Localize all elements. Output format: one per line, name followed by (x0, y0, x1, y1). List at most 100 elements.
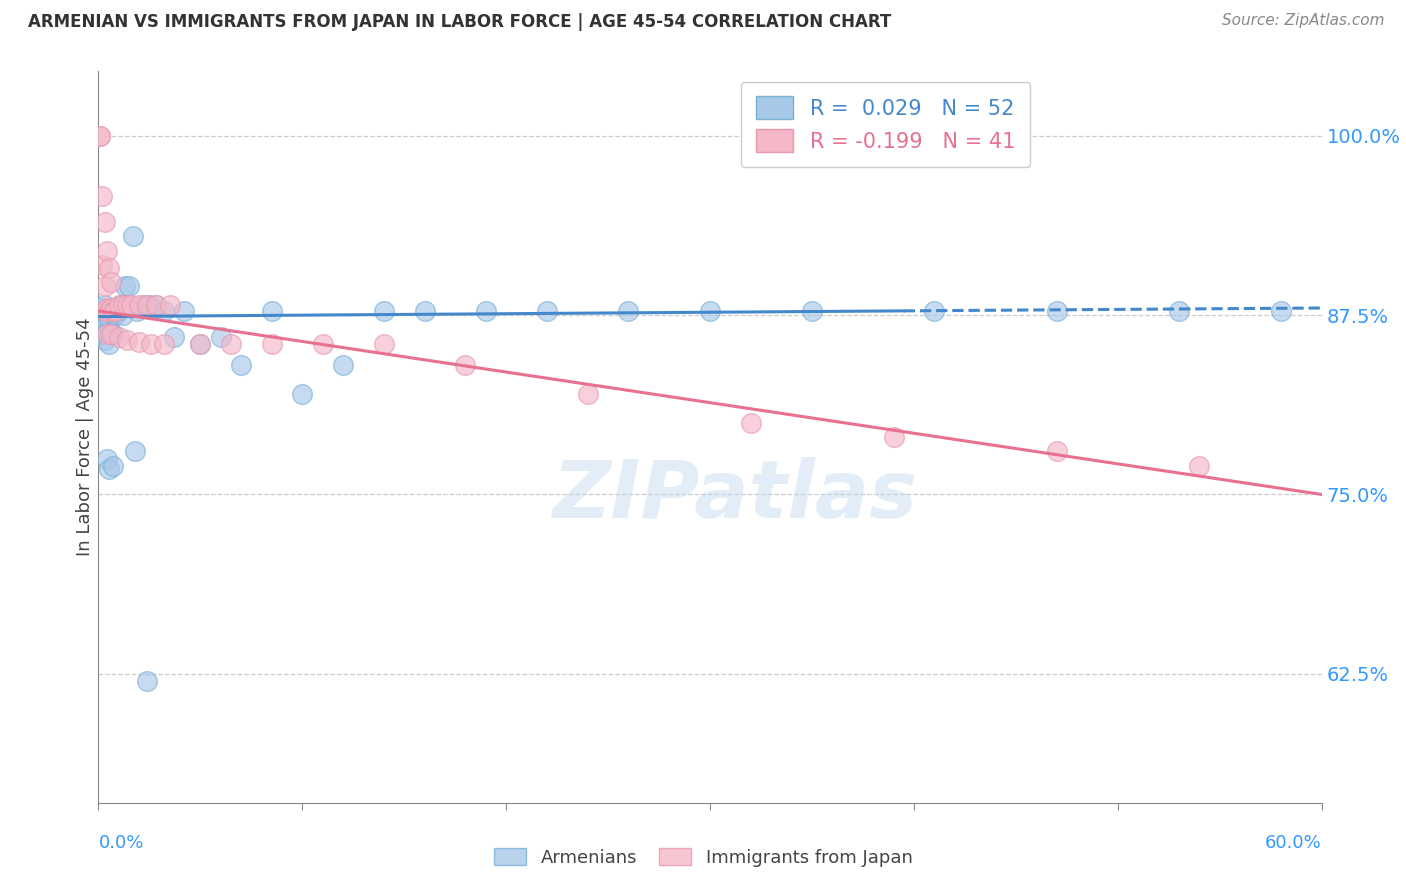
Point (740, 416, 762, 430)
Point (91, 189, 114, 203)
Point (145, 298, 167, 312)
Point (291, 387, 314, 401)
Point (96, 326, 118, 340)
Point (96, 451, 118, 466)
Point (188, 336, 212, 351)
Point (101, 304, 124, 318)
Point (128, 335, 150, 350)
Point (104, 308, 127, 322)
Point (373, 304, 395, 318)
Point (118, 279, 141, 293)
Point (114, 279, 136, 293)
Text: ZIPatlas: ZIPatlas (553, 457, 917, 534)
Y-axis label: In Labor Force | Age 45-54: In Labor Force | Age 45-54 (76, 318, 94, 557)
Point (115, 333, 138, 347)
Point (89, 128, 111, 143)
Point (536, 304, 558, 318)
Point (89, 326, 111, 341)
Point (97, 312, 120, 326)
Point (101, 301, 124, 315)
Point (108, 304, 131, 318)
Text: Source: ZipAtlas.com: Source: ZipAtlas.com (1222, 13, 1385, 29)
Point (93, 215, 115, 229)
Point (1188, 458, 1211, 473)
Point (152, 304, 174, 318)
Point (163, 329, 186, 343)
Point (373, 336, 395, 351)
Text: ARMENIAN VS IMMIGRANTS FROM JAPAN IN LABOR FORCE | AGE 45-54 CORRELATION CHART: ARMENIAN VS IMMIGRANTS FROM JAPAN IN LAB… (28, 13, 891, 31)
Point (97, 260, 120, 275)
Point (111, 308, 134, 322)
Point (100, 304, 122, 318)
Point (132, 298, 155, 312)
Point (96, 307, 118, 321)
Point (1270, 304, 1292, 318)
Point (136, 673, 159, 688)
Point (1045, 444, 1069, 458)
Point (120, 298, 142, 312)
Point (173, 304, 195, 318)
Point (136, 298, 159, 312)
Point (231, 359, 253, 373)
Point (413, 304, 436, 318)
Point (93, 298, 115, 312)
Point (1167, 304, 1189, 318)
Point (209, 329, 232, 343)
Point (260, 304, 283, 318)
Point (312, 336, 335, 351)
Point (101, 458, 124, 473)
Point (97, 461, 120, 475)
Point (111, 298, 134, 312)
Point (91, 258, 114, 272)
Point (97, 304, 120, 318)
Point (89, 128, 111, 143)
Point (108, 298, 131, 312)
Point (91, 322, 114, 336)
Text: 60.0%: 60.0% (1265, 834, 1322, 852)
Point (108, 329, 131, 343)
Point (93, 333, 115, 347)
Text: 0.0%: 0.0% (98, 834, 143, 852)
Point (110, 298, 132, 312)
Point (93, 304, 115, 318)
Point (617, 304, 640, 318)
Point (922, 304, 945, 318)
Point (100, 326, 122, 340)
Point (159, 298, 181, 312)
Point (93, 279, 115, 293)
Point (104, 304, 127, 318)
Point (699, 304, 721, 318)
Point (97, 336, 120, 351)
Legend: Armenians, Immigrants from Japan: Armenians, Immigrants from Japan (486, 841, 920, 874)
Point (96, 301, 118, 315)
Point (576, 387, 599, 401)
Point (145, 298, 167, 312)
Point (260, 336, 283, 351)
Point (883, 430, 905, 444)
Point (91, 304, 114, 318)
Point (124, 444, 146, 458)
Point (801, 304, 824, 318)
Point (100, 301, 122, 315)
Point (101, 326, 124, 341)
Point (128, 298, 150, 312)
Point (1045, 304, 1069, 318)
Point (332, 359, 354, 373)
Point (152, 336, 174, 351)
Point (96, 326, 118, 341)
Point (100, 326, 122, 341)
Point (138, 298, 160, 312)
Point (122, 229, 145, 244)
Point (115, 298, 138, 312)
Point (454, 359, 477, 373)
Point (474, 304, 498, 318)
Point (188, 336, 212, 351)
Point (141, 336, 163, 351)
Point (100, 275, 122, 289)
Point (93, 315, 115, 329)
Point (105, 304, 128, 318)
Point (219, 336, 242, 351)
Point (96, 244, 118, 258)
Point (89, 301, 111, 315)
Legend: R =  0.029   N = 52, R = -0.199   N = 41: R = 0.029 N = 52, R = -0.199 N = 41 (741, 82, 1029, 167)
